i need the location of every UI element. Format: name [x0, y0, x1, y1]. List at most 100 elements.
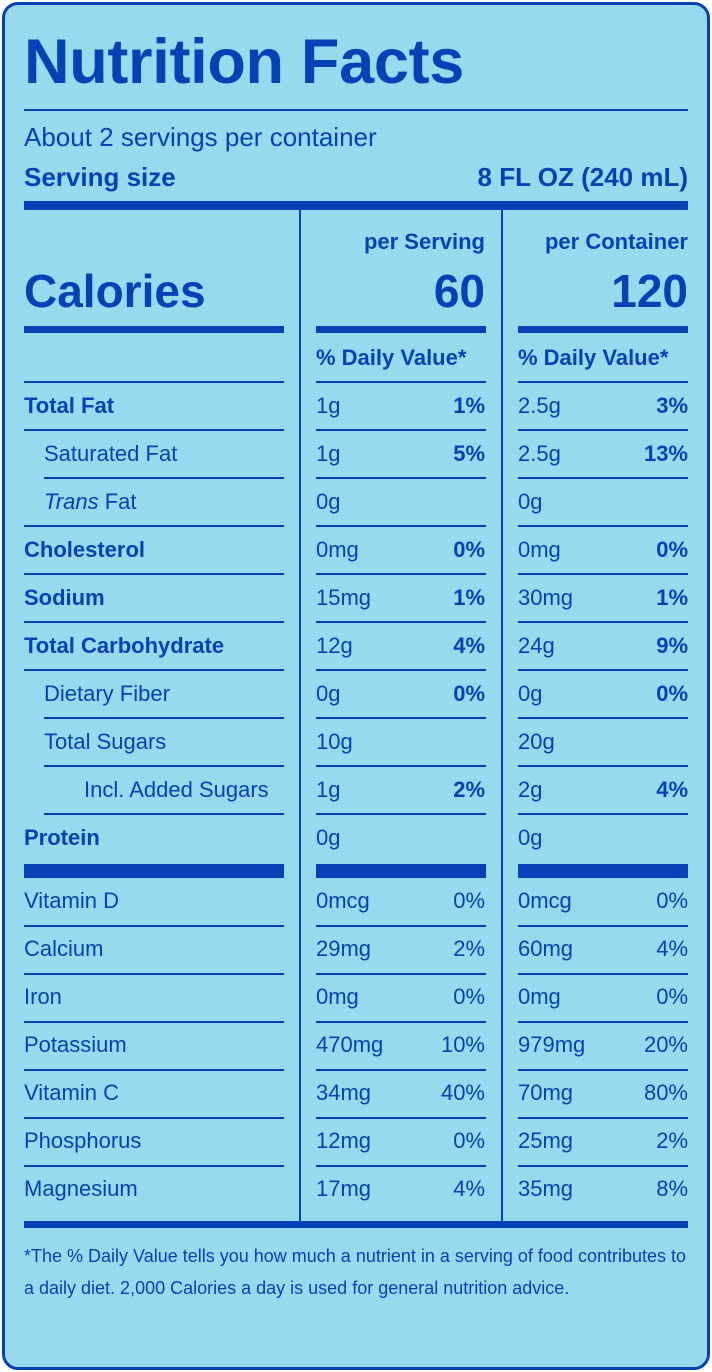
serving-daily-value: 40% — [440, 1080, 485, 1105]
container-daily-value: 4% — [656, 936, 688, 961]
serving-amount: 17mg — [316, 1176, 372, 1201]
container-amount: 30mg — [518, 585, 574, 610]
row-rule-label — [44, 717, 284, 719]
row-rule-label — [44, 477, 284, 479]
vitamin-thick-rule-container — [518, 864, 688, 878]
nutrient-name: Sodium — [24, 585, 105, 610]
serving-daily-value: 4% — [453, 1176, 485, 1201]
container-daily-value: 20% — [643, 1032, 688, 1057]
daily-value-header-serving: % Daily Value* — [316, 345, 467, 370]
serving-amount: 0g — [316, 681, 341, 706]
nutrient-name: Incl. Added Sugars — [84, 777, 269, 802]
row-rule-container — [518, 813, 688, 815]
container-amount: 0g — [518, 825, 543, 850]
nutrient-name: Trans Fat — [44, 489, 137, 514]
serving-daily-value: 2% — [453, 936, 485, 961]
serving-daily-value: 5% — [453, 441, 485, 466]
column-divider-left — [299, 210, 301, 1222]
per-serving-header: per Serving — [363, 229, 485, 254]
container-amount: 20g — [518, 729, 555, 754]
row-rule-container — [518, 669, 688, 671]
serving-size-thick-rule — [24, 201, 688, 210]
container-amount: 0mg — [518, 537, 561, 562]
nutrient-name: Total Carbohydrate — [24, 633, 225, 658]
serving-amount: 1g — [316, 777, 341, 802]
row-rule-container — [518, 765, 688, 767]
calories-per-container: 120 — [611, 265, 688, 317]
serving-amount: 0mg — [316, 537, 359, 562]
row-rule-serving — [316, 477, 486, 479]
serving-daily-value: 1% — [453, 393, 485, 418]
row-rule-serving — [316, 429, 486, 431]
calories-per-serving: 60 — [433, 265, 485, 317]
serving-amount: 15mg — [316, 585, 372, 610]
container-amount: 35mg — [518, 1176, 574, 1201]
container-daily-value: 2% — [656, 1128, 688, 1153]
serving-daily-value: 1% — [453, 585, 485, 610]
row-rule-serving — [316, 525, 486, 527]
container-daily-value: 0% — [656, 537, 688, 562]
row-rule-label — [24, 973, 284, 975]
container-amount: 25mg — [518, 1128, 574, 1153]
container-amount: 0g — [518, 681, 543, 706]
container-amount: 0mg — [518, 984, 561, 1009]
title-rule — [24, 109, 688, 111]
row-rule-serving — [316, 621, 486, 623]
calories-rule-serving — [316, 326, 486, 333]
row-rule-container — [518, 429, 688, 431]
row-rule-container — [518, 621, 688, 623]
row-rule-container — [518, 1069, 688, 1071]
row-rule-label — [24, 573, 284, 575]
container-daily-value: 0% — [656, 681, 688, 706]
nutrient-name: Saturated Fat — [44, 441, 178, 466]
row-rule-container — [518, 477, 688, 479]
row-rule-serving — [316, 717, 486, 719]
serving-amount: 0g — [316, 825, 341, 850]
container-amount: 70mg — [518, 1080, 574, 1105]
calories-rule-label — [24, 326, 284, 333]
vitamin-name: Iron — [24, 984, 62, 1009]
serving-amount: 12mg — [316, 1128, 372, 1153]
row-rule-container — [518, 1117, 688, 1119]
vitamin-thick-rule-label — [24, 864, 284, 878]
row-rule-serving — [316, 669, 486, 671]
container-daily-value: 4% — [656, 777, 688, 802]
serving-daily-value: 2% — [453, 777, 485, 802]
row-rule-serving — [316, 925, 486, 927]
vitamin-name: Vitamin C — [24, 1080, 119, 1105]
serving-daily-value: 0% — [453, 888, 485, 913]
row-rule-container — [518, 717, 688, 719]
container-amount: 2.5g — [518, 393, 561, 418]
serving-amount: 29mg — [316, 936, 372, 961]
row-rule-label — [24, 669, 284, 671]
label-title: Nutrition Facts — [24, 27, 465, 97]
container-daily-value: 13% — [643, 441, 688, 466]
footnote-rule — [24, 1221, 688, 1228]
vitamin-name: Phosphorus — [24, 1128, 142, 1153]
row-rule-serving — [316, 973, 486, 975]
nutrient-name: Dietary Fiber — [44, 681, 170, 706]
row-rule-container — [518, 925, 688, 927]
serving-daily-value: 0% — [453, 537, 485, 562]
container-amount: 2.5g — [518, 441, 561, 466]
row-rule-serving — [316, 813, 486, 815]
serving-amount: 470mg — [316, 1032, 384, 1057]
vitamin-name: Vitamin D — [24, 888, 119, 913]
container-amount: 0g — [518, 489, 543, 514]
daily-value-header-container: % Daily Value* — [518, 345, 669, 370]
serving-daily-value: 10% — [440, 1032, 485, 1057]
column-divider-right — [501, 210, 503, 1222]
container-daily-value: 8% — [656, 1176, 688, 1201]
container-daily-value: 9% — [656, 633, 688, 658]
container-daily-value: 3% — [656, 393, 688, 418]
vitamin-name: Magnesium — [24, 1176, 138, 1201]
serving-amount: 10g — [316, 729, 353, 754]
container-amount: 979mg — [518, 1032, 586, 1057]
calories-rule-container — [518, 326, 688, 333]
vitamin-name: Potassium — [24, 1032, 127, 1057]
serving-amount: 34mg — [316, 1080, 372, 1105]
row-rule-label — [24, 1165, 284, 1167]
serving-size-label: Serving size — [24, 162, 176, 192]
servings-per-container: About 2 servings per container — [24, 122, 377, 152]
